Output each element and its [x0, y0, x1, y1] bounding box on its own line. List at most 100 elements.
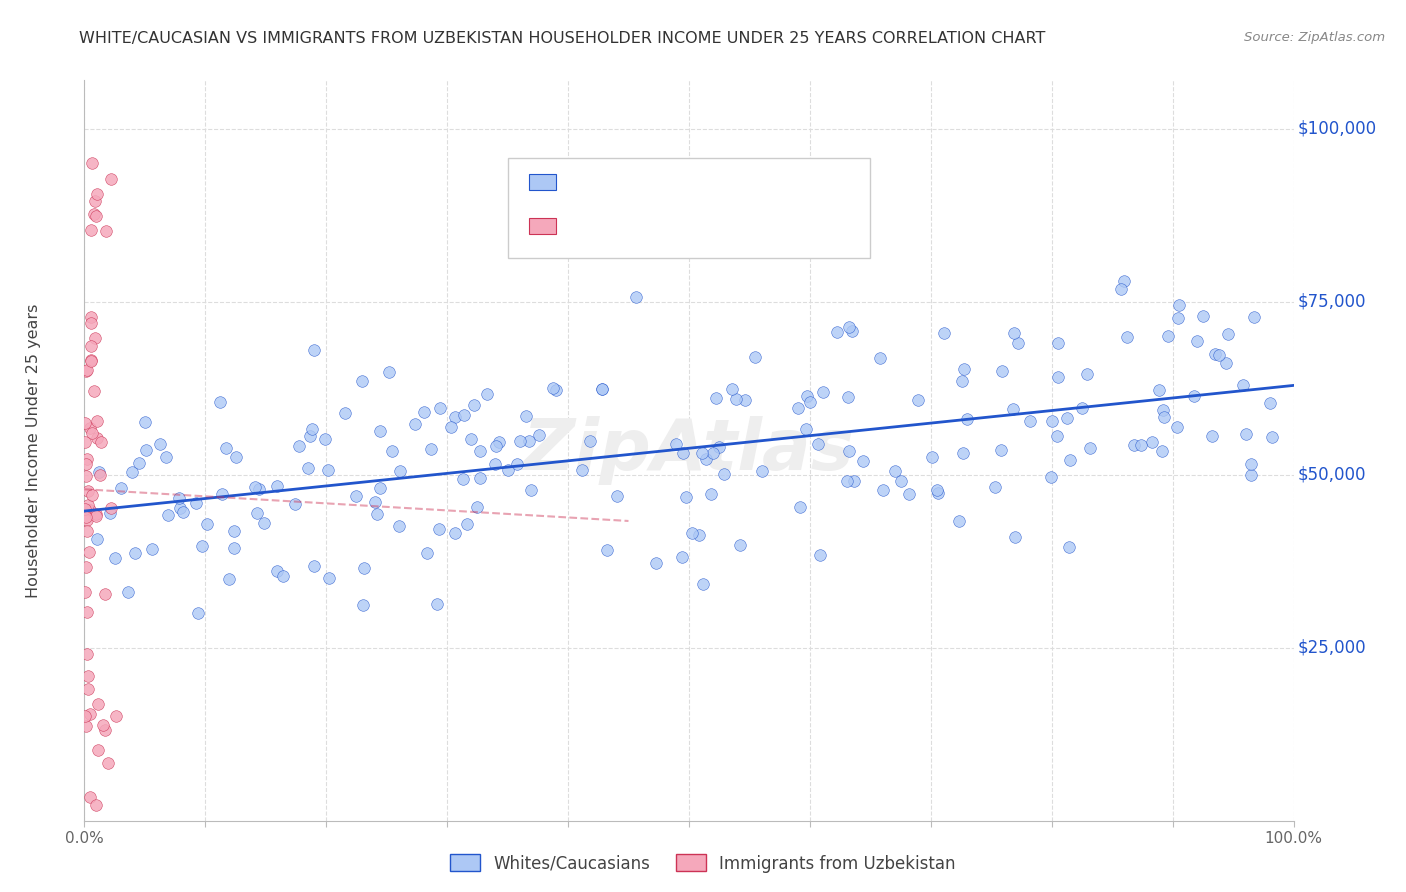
Point — [187, 607, 209, 621]
Point — [141, 542, 163, 557]
Point — [86, 743, 108, 757]
Point — [76, 468, 98, 483]
Point — [952, 446, 974, 460]
Point — [439, 420, 461, 434]
Point — [353, 560, 375, 574]
Point — [704, 391, 727, 405]
Point — [852, 454, 875, 468]
Point — [76, 647, 98, 661]
Point — [208, 394, 231, 409]
Point — [485, 439, 508, 453]
Point — [75, 457, 97, 471]
Point — [76, 681, 98, 696]
Point — [222, 524, 245, 538]
Point — [460, 433, 482, 447]
Point — [243, 479, 266, 493]
Point — [253, 516, 276, 530]
Point — [1071, 401, 1094, 415]
Point — [991, 364, 1014, 378]
Point — [316, 463, 339, 477]
Point — [453, 408, 475, 422]
Point — [79, 502, 101, 516]
Point — [1004, 530, 1026, 544]
Text: N =  58: N = 58 — [702, 217, 769, 235]
Point — [301, 422, 323, 436]
Point — [948, 514, 970, 528]
Point — [1112, 274, 1135, 288]
Point — [86, 797, 108, 812]
Point — [84, 508, 107, 523]
Point — [186, 496, 208, 510]
Point — [907, 392, 929, 407]
Point — [429, 401, 451, 415]
Point — [135, 442, 157, 457]
Point — [626, 290, 648, 304]
Point — [1167, 311, 1189, 326]
Point — [378, 365, 401, 379]
Point — [117, 584, 139, 599]
Point — [75, 364, 97, 378]
Point — [1150, 444, 1173, 458]
Text: R = -0.093: R = -0.093 — [574, 217, 671, 235]
Point — [990, 442, 1012, 457]
Point — [1182, 388, 1205, 402]
FancyBboxPatch shape — [529, 218, 555, 235]
Point — [302, 559, 325, 574]
Point — [75, 584, 97, 599]
Point — [169, 501, 191, 516]
Point — [1019, 414, 1042, 428]
Point — [1215, 356, 1237, 370]
Point — [80, 156, 103, 170]
Point — [100, 172, 122, 186]
Point — [97, 756, 120, 771]
Point — [515, 409, 537, 423]
Text: $75,000: $75,000 — [1298, 293, 1365, 310]
Point — [837, 474, 859, 488]
Point — [728, 538, 751, 552]
Point — [225, 450, 247, 465]
Point — [128, 456, 150, 470]
Text: N = 197: N = 197 — [702, 173, 775, 191]
Point — [796, 389, 818, 403]
Point — [83, 207, 105, 221]
Point — [527, 427, 550, 442]
Point — [934, 326, 956, 341]
Point — [415, 546, 437, 560]
Point — [925, 483, 948, 497]
Point — [443, 526, 465, 541]
Point — [1208, 348, 1230, 362]
Point — [318, 571, 340, 585]
Point — [84, 209, 107, 223]
Point — [110, 482, 132, 496]
Point — [1240, 458, 1263, 472]
Point — [799, 395, 821, 409]
Point — [77, 545, 100, 559]
Point — [579, 434, 602, 448]
Point — [80, 310, 103, 325]
Point — [468, 444, 491, 458]
Point — [76, 524, 98, 539]
Point — [80, 353, 103, 368]
Point — [76, 513, 98, 527]
Legend: Whites/Caucasians, Immigrants from Uzbekistan: Whites/Caucasians, Immigrants from Uzbek… — [444, 847, 962, 880]
Point — [381, 443, 404, 458]
Point — [344, 489, 367, 503]
Point — [77, 669, 100, 683]
Point — [1201, 429, 1223, 443]
Point — [222, 541, 245, 555]
Point — [121, 465, 143, 479]
Point — [591, 382, 613, 396]
Point — [76, 452, 98, 467]
Point — [298, 429, 321, 443]
Point — [811, 385, 834, 400]
Point — [1261, 429, 1284, 443]
Point — [1218, 326, 1240, 341]
Point — [672, 446, 695, 460]
Text: $25,000: $25,000 — [1298, 639, 1365, 657]
Point — [681, 525, 703, 540]
Point — [1047, 369, 1070, 384]
Point — [76, 605, 98, 619]
Point — [596, 542, 619, 557]
Point — [543, 381, 565, 395]
Point — [807, 437, 830, 451]
